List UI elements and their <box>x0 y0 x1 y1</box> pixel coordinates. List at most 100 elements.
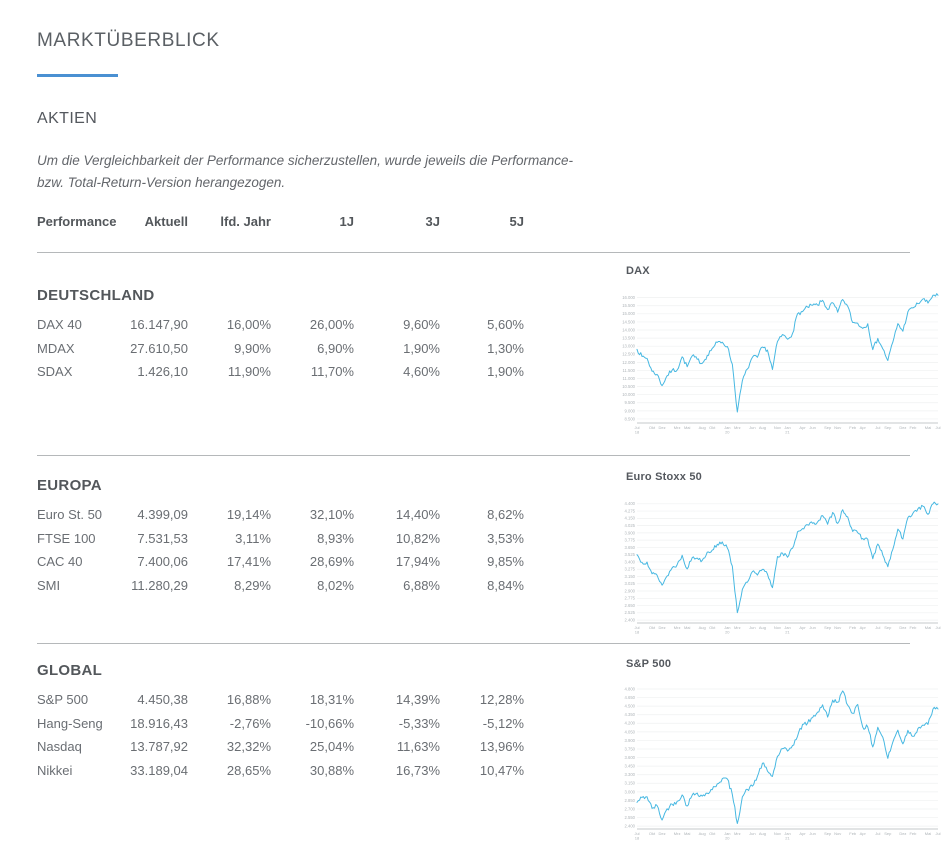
y-axis-label: 2.650 <box>625 603 636 608</box>
y-axis-label: 2.400 <box>625 824 636 829</box>
value-cell: 5,60% <box>487 317 524 333</box>
value-cell: 3,53% <box>487 530 524 546</box>
index-name: Nasdaq <box>37 739 82 755</box>
divider-europa <box>37 455 910 456</box>
value-cell: 19,14% <box>226 507 271 523</box>
y-axis-label: 4.800 <box>625 686 636 691</box>
x-axis-label: Okt <box>649 625 656 630</box>
y-axis-label: 3.750 <box>625 746 636 751</box>
x-axis-label: Aug <box>699 831 706 836</box>
x-axis-label: Aug <box>759 625 766 630</box>
x-axis-label: Feb <box>849 625 857 630</box>
y-axis-label: 9.000 <box>625 408 636 413</box>
y-axis-label: 2.400 <box>625 617 636 622</box>
y-axis-label: 16.000 <box>622 295 635 300</box>
y-axis-label: 4.650 <box>625 695 636 700</box>
y-axis-label: 12.500 <box>622 352 635 357</box>
x-axis-label: Apr <box>799 831 806 836</box>
x-axis-label: Okt <box>649 831 656 836</box>
y-axis-label: 2.550 <box>625 815 636 820</box>
table-header-row: Performance Aktuell lfd. Jahr 1J 3J 5J <box>37 214 524 229</box>
table-row: FTSE 100 7.531,53 3,11% 8,93% 10,82% 3,53% <box>37 527 537 551</box>
value-cell: 11,70% <box>310 364 354 380</box>
y-axis-label: 10.000 <box>622 392 635 397</box>
x-axis-label: Jan <box>724 625 730 630</box>
x-axis-year-label: 20 <box>725 630 730 635</box>
value-cell: 8,02% <box>317 577 354 593</box>
x-axis-label: Sep <box>884 425 892 430</box>
value-cell: 10,82% <box>395 530 440 546</box>
table-row: SMI 11.280,29 8,29% 8,02% 6,88% 8,84% <box>37 574 537 598</box>
x-axis-year-label: 21 <box>785 430 790 435</box>
divider-global <box>37 643 910 644</box>
table-row: Hang-Seng 18.916,43 -2,76% -10,66% -5,33% -5,… <box>37 712 537 736</box>
value-cell: 4.399,09 <box>137 507 188 523</box>
sp500-chart-block: S&P 500 4.800 4.650 4.500 4.350 4.200 4.050 3.… <box>620 654 942 843</box>
x-axis-label: Mai <box>684 425 691 430</box>
y-axis-label: 3.775 <box>625 538 636 543</box>
x-axis-label: Jul <box>875 831 880 836</box>
value-cell: 30,88% <box>309 762 354 778</box>
x-axis-label: Aug <box>759 831 766 836</box>
value-cell: 8,62% <box>487 507 524 523</box>
section-deutschland: DEUTSCHLAND DAX 40 16.147,90 16,00% 26,00% 9… <box>37 287 537 384</box>
index-name: CAC 40 <box>37 554 83 570</box>
value-cell: 8,93% <box>317 530 354 546</box>
x-axis-label: Aug <box>699 625 706 630</box>
note-line-1: Um die Vergleichbarkeit der Performance … <box>37 153 573 168</box>
value-cell: 11,63% <box>396 739 440 755</box>
x-axis-label: Okt <box>709 831 716 836</box>
value-cell: 7.531,53 <box>137 530 188 546</box>
x-axis-label: Mrz <box>674 625 681 630</box>
index-name: FTSE 100 <box>37 530 96 546</box>
x-axis-label: Jul <box>875 425 880 430</box>
page-title: MARKTÜBERBLICK <box>37 30 220 51</box>
x-axis-label: Jun <box>749 831 755 836</box>
value-cell: 6,90% <box>317 340 354 356</box>
x-axis-label: Feb <box>909 831 917 836</box>
section-global: GLOBAL S&P 500 4.450,38 16,88% 18,31% 14,39%… <box>37 662 537 782</box>
y-axis-label: 3.000 <box>625 789 636 794</box>
y-axis-label: 3.650 <box>625 545 636 550</box>
x-axis-label: Dez <box>899 831 906 836</box>
x-axis-label: Feb <box>909 625 917 630</box>
value-cell: 1,90% <box>487 364 524 380</box>
y-axis-label: 3.025 <box>625 581 636 586</box>
y-axis-label: 4.200 <box>625 721 636 726</box>
price-line <box>636 690 939 824</box>
accent-rule <box>37 74 118 77</box>
chart-title-sp500: S&P 500 <box>626 658 672 670</box>
x-axis-label: Mai <box>684 831 691 836</box>
value-cell: -5,33% <box>398 715 440 731</box>
dax-chart: 16.000 15.500 15.000 14.500 14.000 13.500 13.0… <box>622 293 941 435</box>
x-axis-label: Aug <box>699 425 706 430</box>
col-header-5j: 5J <box>509 214 524 229</box>
value-cell: 16,88% <box>226 692 271 708</box>
y-axis-label: 4.275 <box>625 508 636 513</box>
x-axis-label: Jul <box>634 831 639 836</box>
value-cell: 33.189,04 <box>130 762 188 778</box>
x-axis-label: Feb <box>849 831 857 836</box>
y-axis-label: 4.350 <box>625 712 636 717</box>
col-header-3j: 3J <box>425 214 440 229</box>
value-cell: 16,73% <box>395 762 440 778</box>
section-title: EUROPA <box>37 477 102 494</box>
price-line <box>636 293 939 413</box>
value-cell: -2,76% <box>229 715 271 731</box>
value-cell: -10,66% <box>305 715 354 731</box>
x-axis-label: Okt <box>709 625 716 630</box>
col-header-performance: Performance <box>37 214 117 229</box>
x-axis-label: Sep <box>884 625 892 630</box>
value-cell: 14,40% <box>395 507 440 523</box>
value-cell: 3,11% <box>235 530 271 546</box>
table-row: SDAX 1.426,10 11,90% 11,70% 4,60% 1,90% <box>37 360 537 384</box>
x-axis-label: Mai <box>925 425 932 430</box>
value-cell: 16,00% <box>226 317 271 333</box>
y-axis-label: 3.900 <box>625 738 636 743</box>
x-axis-label: Nov <box>774 831 781 836</box>
value-cell: 1,30% <box>487 340 524 356</box>
y-axis-label: 8.500 <box>625 416 636 421</box>
table-row: Nasdaq 13.787,92 32,32% 25,04% 11,63% 13,96% <box>37 735 537 759</box>
index-name: S&P 500 <box>37 692 89 708</box>
